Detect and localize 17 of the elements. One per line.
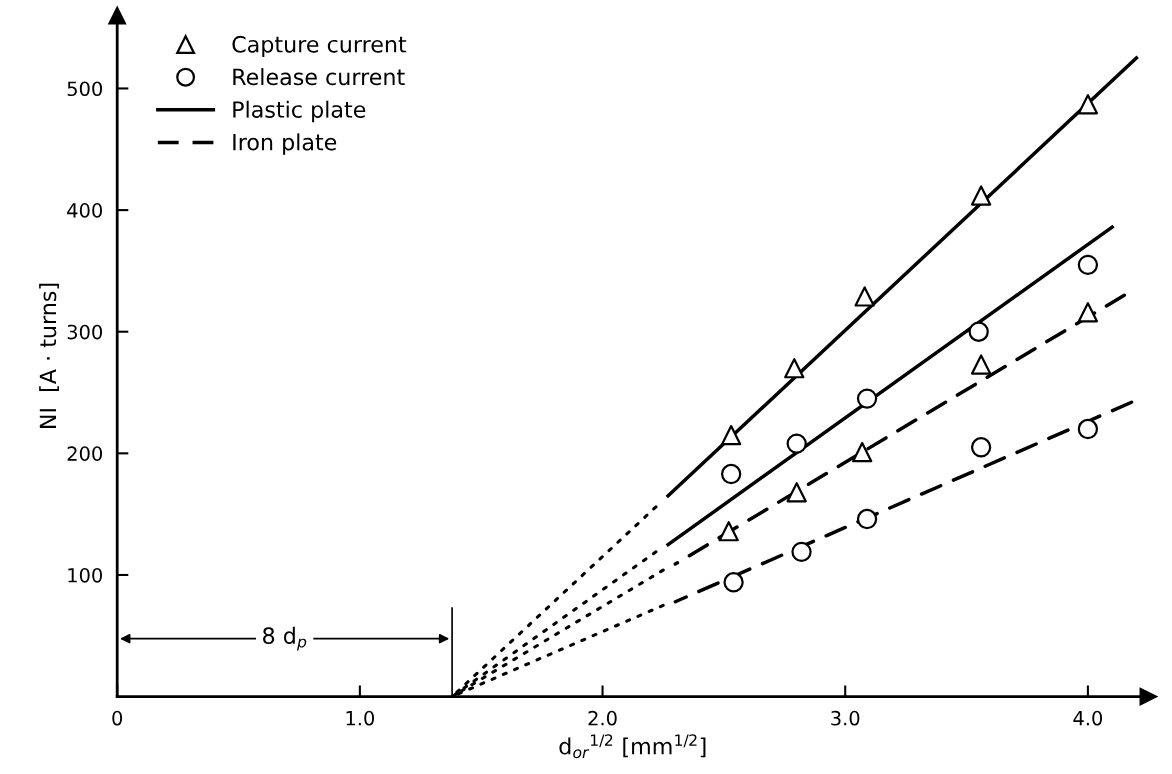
y-tick-label: 200 <box>67 446 103 462</box>
legend-label: Capture current <box>232 35 407 57</box>
x-axis-title: d$_{or}$$^{1/2}$ [mm$^{1/2}$] <box>559 734 706 759</box>
y-tick-label: 300 <box>67 324 103 340</box>
legend-label: Release current <box>233 68 405 86</box>
y-tick-label: 400 <box>67 203 103 218</box>
x-tick-label: 1.0 <box>346 710 375 726</box>
x-tick-label: 4.0 <box>1073 710 1103 726</box>
y-tick-label: 500 <box>67 81 103 97</box>
x-tick-label: 2.0 <box>588 710 617 726</box>
legend-label: Iron plate <box>233 133 337 155</box>
annotation: 8 d$_{p}$ <box>263 626 307 651</box>
legend-label: Plastic plate <box>233 100 366 123</box>
y-axis-title: NI [A · turns] <box>39 283 59 428</box>
x-tick-label: 0 <box>112 710 123 726</box>
x-tick-label: 3.0 <box>831 710 860 726</box>
y-tick-label: 100 <box>68 567 103 583</box>
